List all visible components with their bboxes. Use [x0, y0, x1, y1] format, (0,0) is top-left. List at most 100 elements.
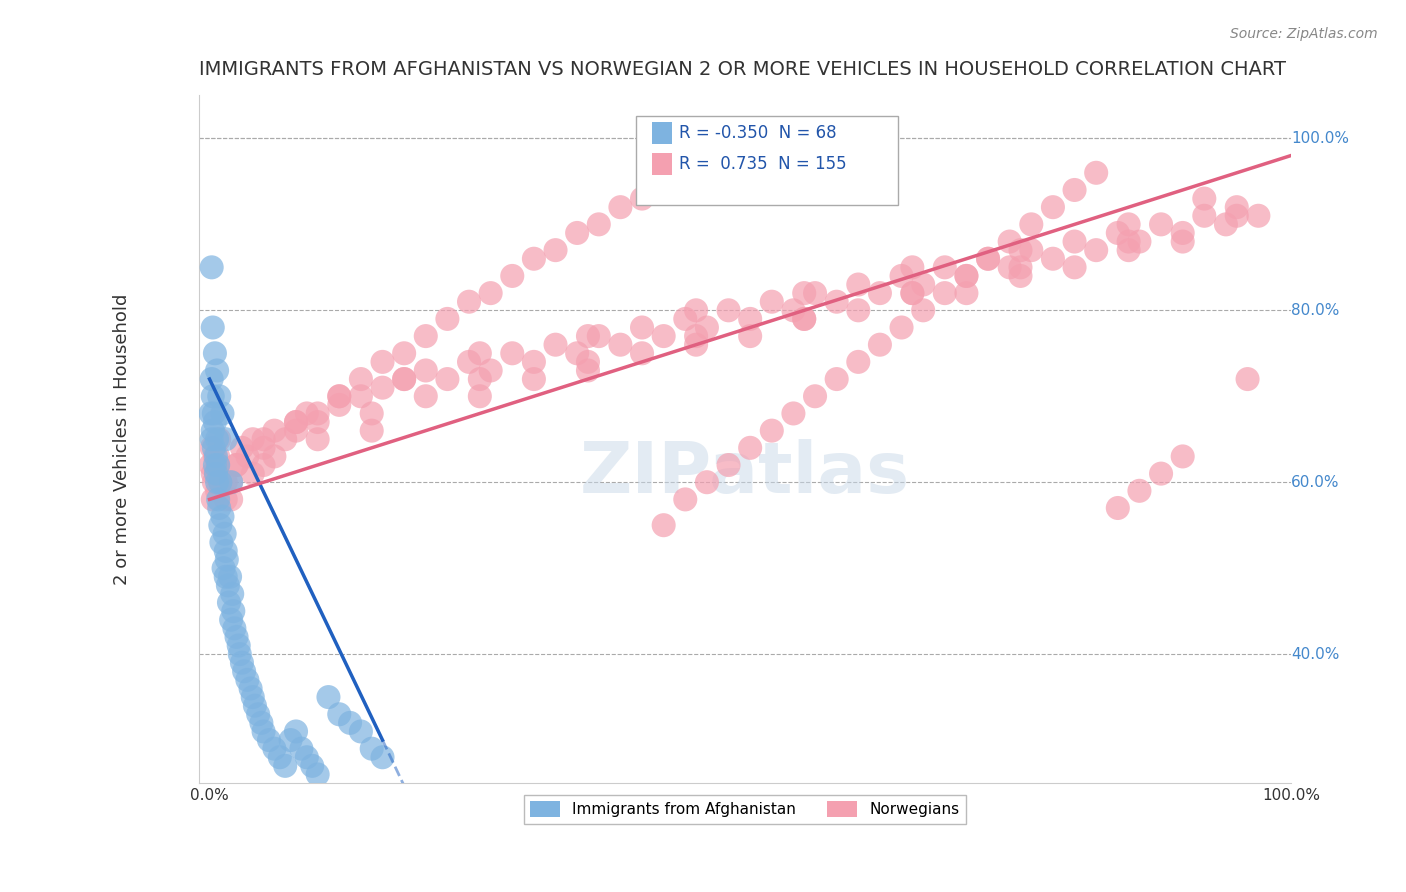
Point [201, 424, 224, 438]
Point [219, 613, 242, 627]
Point [934, 286, 956, 301]
Point [328, 389, 350, 403]
Point [631, 192, 654, 206]
Point [269, 750, 291, 764]
Point [204, 346, 226, 360]
Point [1226, 200, 1249, 214]
Point [224, 621, 246, 635]
Point [392, 372, 415, 386]
Point [1226, 209, 1249, 223]
Point [252, 458, 274, 472]
Point [215, 492, 238, 507]
FancyBboxPatch shape [636, 116, 897, 205]
Point [1010, 243, 1032, 257]
Point [912, 277, 935, 292]
Point [205, 467, 228, 481]
Point [201, 320, 224, 334]
Point [468, 346, 491, 360]
Point [1118, 218, 1140, 232]
Point [350, 724, 373, 739]
Point [804, 389, 827, 403]
Point [295, 750, 318, 764]
Point [1085, 166, 1108, 180]
Point [846, 303, 869, 318]
Point [523, 372, 546, 386]
Point [214, 526, 236, 541]
Point [804, 286, 827, 301]
Point [685, 303, 707, 318]
Point [263, 450, 285, 464]
Point [436, 372, 458, 386]
Point [1063, 260, 1085, 275]
Point [955, 268, 977, 283]
Point [209, 518, 232, 533]
Point [371, 381, 394, 395]
Legend: Immigrants from Afghanistan, Norwegians: Immigrants from Afghanistan, Norwegians [523, 796, 966, 823]
Point [205, 483, 228, 498]
Point [328, 707, 350, 722]
Point [901, 260, 924, 275]
Point [825, 294, 848, 309]
Point [205, 475, 228, 490]
Point [236, 450, 259, 464]
Point [782, 303, 804, 318]
Point [231, 441, 253, 455]
Point [740, 329, 762, 343]
Point [360, 424, 382, 438]
Point [652, 518, 675, 533]
Point [1194, 192, 1216, 206]
Point [717, 303, 740, 318]
Point [225, 458, 247, 472]
Point [565, 346, 588, 360]
Point [782, 407, 804, 421]
Point [219, 475, 242, 490]
Point [219, 492, 242, 507]
Text: 80.0%: 80.0% [1291, 302, 1339, 318]
Point [350, 389, 373, 403]
Point [360, 741, 382, 756]
Point [274, 432, 297, 446]
Point [523, 252, 546, 266]
Point [761, 424, 783, 438]
Point [998, 235, 1021, 249]
Point [205, 450, 228, 464]
Point [263, 741, 285, 756]
Point [301, 759, 323, 773]
Point [652, 329, 675, 343]
Point [215, 544, 238, 558]
Point [576, 355, 599, 369]
Point [1107, 226, 1129, 240]
Point [215, 570, 238, 584]
Point [217, 578, 239, 592]
Point [307, 432, 329, 446]
Point [307, 407, 329, 421]
Point [252, 441, 274, 455]
Point [793, 286, 815, 301]
Point [673, 312, 696, 326]
Point [869, 286, 891, 301]
Point [218, 595, 240, 609]
Point [761, 294, 783, 309]
Point [1085, 243, 1108, 257]
Text: Source: ZipAtlas.com: Source: ZipAtlas.com [1230, 27, 1378, 41]
Point [825, 372, 848, 386]
Point [1171, 226, 1194, 240]
Point [1236, 372, 1258, 386]
Point [846, 355, 869, 369]
Point [207, 450, 229, 464]
Text: IMMIGRANTS FROM AFGHANISTAN VS NORWEGIAN 2 OR MORE VEHICLES IN HOUSEHOLD CORRELA: IMMIGRANTS FROM AFGHANISTAN VS NORWEGIAN… [198, 60, 1285, 78]
Point [717, 458, 740, 472]
Point [204, 458, 226, 472]
Point [685, 329, 707, 343]
Point [436, 312, 458, 326]
Point [392, 372, 415, 386]
Point [257, 733, 280, 747]
Point [458, 355, 481, 369]
Point [202, 407, 225, 421]
Point [285, 415, 308, 429]
Point [685, 337, 707, 351]
Point [207, 492, 229, 507]
Point [201, 260, 224, 275]
Point [225, 630, 247, 644]
Point [1247, 209, 1270, 223]
